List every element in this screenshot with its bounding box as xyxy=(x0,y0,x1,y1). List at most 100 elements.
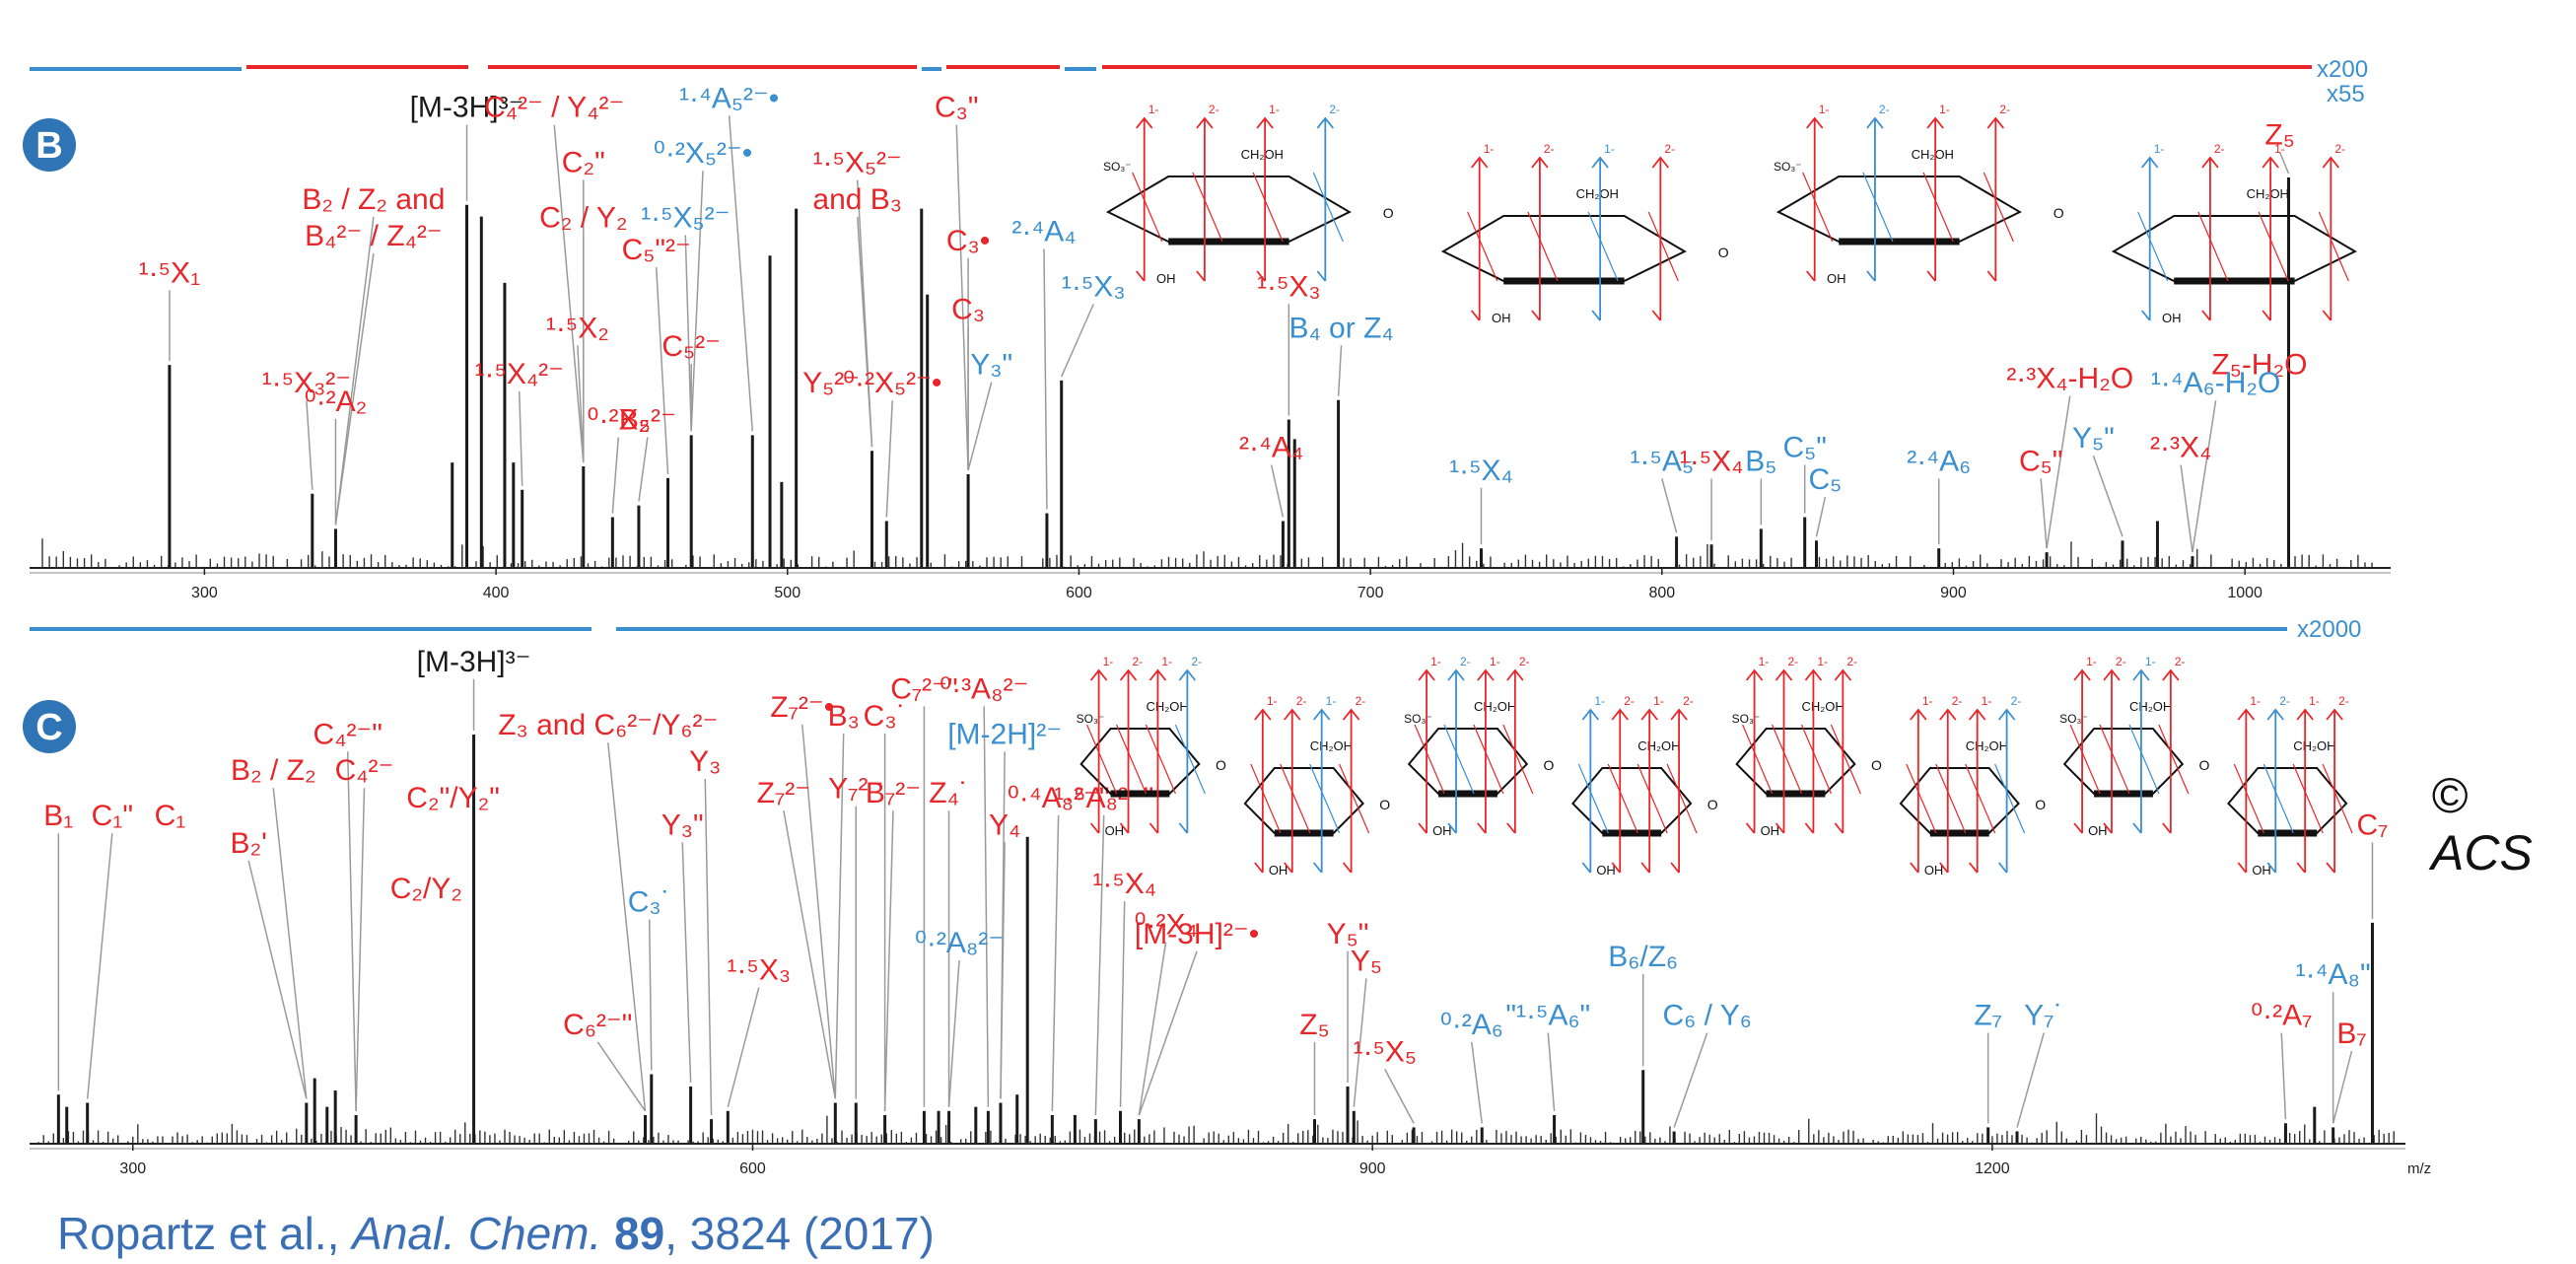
leader-line xyxy=(834,733,845,1099)
peak-label: C₅"²⁻ xyxy=(622,234,691,266)
peak-label: C₃" xyxy=(935,92,979,124)
citation-volume: 89 xyxy=(614,1208,665,1259)
peak-label: B₄ or Z₄ xyxy=(1288,312,1393,344)
sugar-ring: CH₂OH OH SO₃⁻ O xyxy=(1774,147,2064,286)
ring-group-label: OH xyxy=(1432,823,1452,838)
charge-label: 2- xyxy=(2214,142,2225,156)
cleavage-line xyxy=(2137,211,2169,282)
peak-label: C₃ xyxy=(951,294,985,326)
charge-label: 1- xyxy=(1326,694,1337,708)
ring-group-label: CH₂OH xyxy=(1576,186,1619,201)
ring-group-label: CH₂OH xyxy=(1966,738,2008,753)
charge-label: 2- xyxy=(2279,694,2290,708)
peak-label: Y₅" xyxy=(2072,422,2115,455)
peak-label: B₂ / Z₂ xyxy=(231,754,316,787)
charge-label: 1- xyxy=(1759,655,1770,668)
peak-label: ¹·⁵X₄ xyxy=(1092,868,1156,900)
charge-label: 1- xyxy=(1430,655,1441,668)
leader-line xyxy=(553,124,585,463)
leader-line xyxy=(1061,304,1094,378)
cleavage-line xyxy=(2292,763,2324,834)
peak-label: C₅²⁻ xyxy=(661,330,721,363)
peak-label: "¹·⁵A₆" xyxy=(1505,1000,1590,1032)
charge-label: 1- xyxy=(1103,655,1114,668)
peak-label: C₄²⁻ xyxy=(335,754,394,787)
cleavage-line xyxy=(1771,724,1803,795)
cleavage-line xyxy=(1250,763,1282,834)
peak-label: C₇²⁻" xyxy=(890,672,957,705)
cleavage-line xyxy=(1577,763,1609,834)
panel-c-label-leaders xyxy=(57,678,2374,1128)
leader-line xyxy=(2278,152,2290,175)
peak-label: Y₅" xyxy=(1327,918,1369,950)
peak-label: C₂" xyxy=(562,147,605,179)
sugar-ring: CH₂OH OH xyxy=(2111,186,2357,325)
ring-group-label: CH₂OH xyxy=(1474,699,1516,714)
leader-line xyxy=(681,842,692,1083)
charge-label: 2- xyxy=(1788,655,1799,668)
leader-line xyxy=(334,216,375,526)
panel-c-letter: C xyxy=(35,707,62,748)
ring-group-label: SO₃⁻ xyxy=(1774,160,1802,174)
scale-label: x200 xyxy=(2317,56,2368,83)
cleavage-line xyxy=(1994,763,2026,834)
cleavage-line xyxy=(1666,763,1698,834)
cleavage-line xyxy=(1086,724,1118,795)
leader-line xyxy=(2092,455,2123,537)
cleavage-line xyxy=(1414,724,1445,795)
glycosidic-oxygen: O xyxy=(2054,205,2064,221)
cleavage-line xyxy=(1309,763,1341,834)
charge-label: 2- xyxy=(1664,142,1675,156)
peak-label: B₆/Z₆ xyxy=(1608,941,1678,973)
peak-label: C₄²⁻ / Y₄²⁻ xyxy=(484,92,624,124)
leader-line xyxy=(947,959,960,1107)
ring-group-label: CH₂OH xyxy=(1912,147,1954,162)
peak-label: B₅ xyxy=(1745,445,1776,477)
charge-label: 2- xyxy=(1952,694,1963,708)
charge-label: 2- xyxy=(1460,655,1471,668)
charge-label: 1- xyxy=(1484,142,1495,156)
ring-group-label: CH₂OH xyxy=(1310,738,1353,753)
ring-group-label: OH xyxy=(2088,823,2108,838)
charge-label: 2- xyxy=(2175,655,2186,668)
charge-label: 1- xyxy=(1939,103,1950,116)
charge-label: 1- xyxy=(1594,694,1605,708)
leader-line xyxy=(704,778,713,1116)
peak-label: ²·³X₄ xyxy=(2150,431,2211,463)
leader-line xyxy=(1384,1069,1415,1124)
leader-line xyxy=(611,437,620,514)
leader-line xyxy=(86,833,113,1099)
peak-label: ¹·⁵X₅²⁻ xyxy=(641,201,730,234)
ring-group-label: OH xyxy=(2252,863,2271,878)
ring-group-label: CH₂OH xyxy=(2247,186,2289,201)
peak-label: C₆ / Y₆ xyxy=(1662,1000,1751,1032)
cleavage-line xyxy=(1607,763,1638,834)
peak-label: ⁰·²X₂ xyxy=(587,404,650,437)
peak-label: Y₇˙ xyxy=(2024,1000,2063,1032)
charge-label: 2- xyxy=(1846,655,1857,668)
cleavage-line xyxy=(1192,172,1223,243)
leader-line xyxy=(1094,814,1105,1116)
cleavage-line xyxy=(1983,172,2014,243)
peak-label: Z₃ and C₆²⁻/Y₆²⁻ xyxy=(498,709,718,741)
scale-label: x55 xyxy=(2327,81,2365,107)
peak-label: Y₄ xyxy=(989,808,1020,841)
peak-label: ¹·⁵X₃ xyxy=(1257,270,1321,303)
charge-label: 2- xyxy=(1191,655,1202,668)
cleavage-line xyxy=(2069,724,2101,795)
peak-label: ²·⁴A₄ xyxy=(1011,215,1076,247)
cleavage-line xyxy=(2233,763,2264,834)
cleavage-line xyxy=(1636,763,1668,834)
charge-label: 2- xyxy=(1544,142,1555,156)
peak-label: ⁰·²A₂ xyxy=(305,386,368,418)
ring-group-label: OH xyxy=(1924,863,1944,878)
cleavage-line xyxy=(1742,724,1774,795)
cleavage-line xyxy=(1862,172,1894,243)
leader-line xyxy=(306,400,313,490)
cleavage-line xyxy=(1443,724,1475,795)
glycosidic-oxygen: O xyxy=(2198,757,2209,773)
peak-label: ⁰·²A₇ xyxy=(2251,1000,2312,1032)
charge-label: 2- xyxy=(2116,655,2126,668)
